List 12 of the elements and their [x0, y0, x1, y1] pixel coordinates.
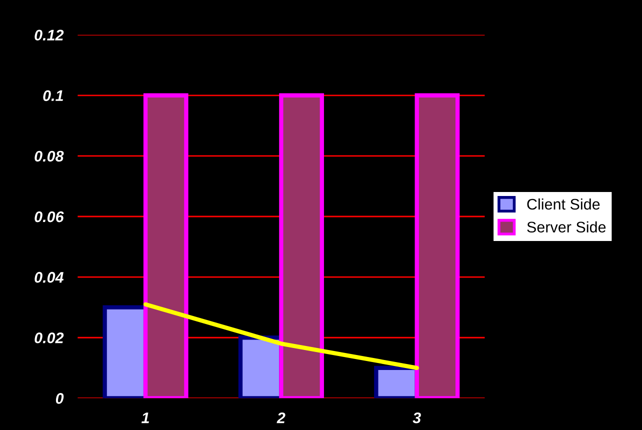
x-tick-label: 2 — [276, 412, 286, 424]
x-tick-label: 3 — [412, 412, 421, 424]
x-tick-label: 1 — [142, 412, 149, 424]
y-tick-label: 0.02 — [34, 332, 64, 344]
y-tick-label: 0.1 — [43, 90, 63, 102]
y-tick-label: 0.08 — [34, 150, 64, 162]
y-tick-label: 0.06 — [34, 211, 64, 222]
y-tick-label: 0.12 — [34, 30, 64, 41]
legend-label: Server Side — [527, 221, 606, 233]
y-tick-label: 0 — [56, 393, 64, 404]
y-tick-label: 0.04 — [34, 272, 64, 283]
legend-label: Client Side — [527, 198, 600, 210]
